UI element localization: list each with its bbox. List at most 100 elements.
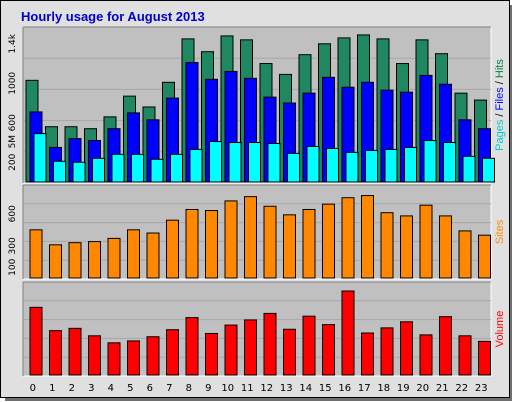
bar-sites-hour-19 (400, 215, 413, 279)
bar-pages-hour-4 (111, 153, 125, 183)
bar-sites-hour-3 (88, 241, 101, 279)
chart-panels: 200 600 1000 1.4k Pages / Files / Hits 100 300… (8, 26, 506, 377)
bar-sites-hour-20 (419, 204, 433, 279)
bar-sites-hour-17 (361, 195, 374, 279)
x-tick-label: 16 (338, 383, 351, 394)
bar-sites-hour-18 (380, 212, 394, 279)
bar-volume-hour-20 (419, 334, 433, 376)
x-tick-label: 18 (377, 383, 390, 394)
panel-middle: 100 300 600 Sites (8, 184, 506, 280)
bar-volume-hour-1 (49, 330, 62, 376)
bar-sites-hour-21 (439, 215, 452, 279)
bar-sites-hour-14 (302, 208, 316, 279)
bar-sites-hour-23 (478, 234, 491, 279)
x-tick-label: 3 (88, 383, 94, 394)
bar-sites-hour-10 (224, 200, 238, 279)
bar-pages-hour-11 (248, 142, 261, 183)
panel-label-part: Pages (494, 119, 506, 151)
bar-volume-hour-4 (107, 342, 121, 376)
bar-pages-hour-17 (365, 149, 378, 183)
y-tick-label: 1.4k (8, 33, 18, 53)
bar-sites-hour-12 (263, 205, 277, 279)
bar-pages-hour-2 (72, 161, 86, 183)
bar-sites-hour-11 (244, 196, 257, 279)
bar-volume-hour-0 (29, 306, 43, 376)
bar-pages-hour-16 (345, 151, 359, 183)
x-tick-label: 6 (147, 383, 153, 394)
bar-sites-hour-1 (49, 244, 62, 279)
bar-sites-hour-22 (458, 230, 472, 279)
bar-sites-hour-4 (107, 237, 121, 279)
bar-volume-hour-15 (322, 324, 335, 376)
y-tick-label: 100 (8, 258, 18, 275)
x-tick-label: 4 (108, 383, 114, 394)
x-tick-label: 17 (358, 383, 371, 394)
bar-sites-hour-15 (322, 203, 335, 279)
bar-sites-hour-0 (29, 229, 43, 279)
x-axis: 0 1 2 3 4 5 6 7 8 9 10 11 12 13 14 15 16 17 18 19 20 21 22 23 (30, 383, 488, 394)
panel-label-top: Pages / Files / Hits (494, 59, 506, 151)
x-tick-label: 7 (166, 383, 172, 394)
bar-sites-hour-5 (127, 229, 140, 279)
x-tick-label: 13 (280, 383, 293, 394)
panel-top: 200 600 1000 1.4k Pages / Files / Hits (8, 26, 506, 184)
bar-pages-hour-20 (423, 140, 437, 183)
x-tick-label: 0 (30, 383, 36, 394)
bar-pages-hour-0 (33, 133, 47, 183)
chart-title: Hourly usage for August 2013 (21, 9, 205, 24)
hourly-usage-chart: Hourly usage for August 2013 20060010001… (8, 9, 506, 394)
bar-pages-hour-23 (482, 157, 495, 183)
x-tick-label: 23 (475, 383, 488, 394)
bar-volume-hour-11 (244, 319, 257, 376)
bar-pages-hour-3 (92, 157, 105, 183)
bar-volume-hour-10 (224, 324, 238, 376)
x-tick-label: 10 (221, 383, 234, 394)
bar-pages-hour-15 (326, 147, 339, 183)
bar-sites-hour-8 (185, 208, 199, 279)
bar-volume-hour-23 (478, 340, 491, 376)
panel-label-middle: Sites (494, 219, 506, 244)
x-tick-label: 8 (186, 383, 192, 394)
bar-sites-hour-16 (341, 197, 355, 279)
bar-pages-hour-13 (287, 152, 300, 183)
x-tick-label: 21 (436, 383, 449, 394)
bar-volume-hour-7 (166, 329, 179, 376)
bar-volume-hour-13 (283, 328, 296, 376)
bar-pages-hour-5 (131, 153, 144, 183)
bar-pages-hour-9 (209, 141, 222, 183)
panel-label-part: / (494, 78, 506, 87)
bar-volume-hour-8 (185, 317, 199, 376)
bar-pages-hour-12 (267, 143, 281, 183)
bar-volume-hour-19 (400, 321, 413, 376)
bar-pages-hour-19 (404, 146, 417, 183)
bar-pages-hour-7 (170, 153, 183, 183)
bar-sites-hour-2 (68, 242, 82, 279)
bar-volume-hour-2 (68, 327, 82, 376)
bar-volume-hour-3 (88, 335, 101, 376)
x-tick-label: 5 (127, 383, 133, 394)
bar-volume-hour-14 (302, 315, 316, 376)
bar-volume-hour-16 (341, 290, 355, 376)
y-tick-label: 5M (8, 135, 18, 149)
x-tick-label: 11 (241, 383, 254, 394)
panel-label-part: / (494, 110, 506, 119)
bar-pages-hour-6 (150, 158, 164, 183)
bar-sites-hour-9 (205, 210, 218, 279)
bar-pages-hour-10 (228, 142, 242, 183)
y-tick-label: 200 (8, 153, 18, 170)
bar-sites-hour-13 (283, 214, 296, 279)
x-tick-label: 19 (397, 383, 410, 394)
x-tick-label: 2 (69, 383, 75, 394)
bar-pages-hour-21 (443, 142, 456, 183)
bar-pages-hour-22 (462, 155, 476, 183)
bar-pages-hour-18 (384, 148, 398, 183)
x-tick-label: 1 (49, 383, 55, 394)
y-tick-label: 1000 (8, 72, 18, 95)
x-tick-label: 12 (260, 383, 273, 394)
bar-volume-hour-22 (458, 335, 472, 376)
x-tick-label: 14 (299, 383, 312, 394)
bar-volume-hour-18 (380, 327, 394, 376)
y-tick-label: 600 (8, 205, 18, 222)
bar-volume-hour-5 (127, 340, 140, 376)
